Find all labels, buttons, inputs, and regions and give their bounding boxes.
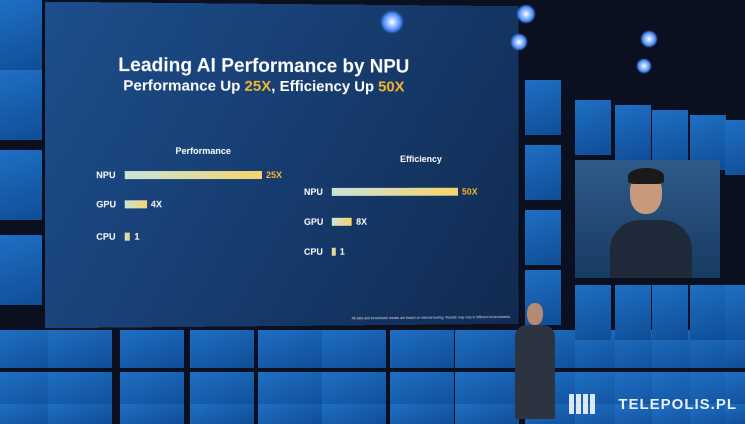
wall-panel bbox=[575, 100, 611, 155]
watermark-logo bbox=[569, 394, 595, 414]
wall-panel bbox=[525, 210, 561, 265]
bar-npu bbox=[125, 171, 262, 179]
chart-title: Efficiency bbox=[400, 154, 442, 164]
watermark: TELEPOLIS.PL bbox=[618, 396, 737, 413]
value-label: 50X bbox=[462, 187, 478, 197]
wall-panel bbox=[725, 120, 745, 175]
speaker-head bbox=[527, 303, 543, 325]
wall-panel bbox=[322, 404, 386, 424]
bar-npu bbox=[332, 188, 458, 196]
wall-panel bbox=[120, 404, 184, 424]
value-label: 1 bbox=[134, 232, 139, 242]
chart-title: Performance bbox=[175, 146, 230, 156]
category-label: NPU bbox=[304, 187, 323, 197]
wall-panel bbox=[120, 330, 184, 368]
wall-panel bbox=[0, 150, 42, 220]
footnote: All data and benchmark results are based… bbox=[352, 315, 511, 320]
stage-light bbox=[510, 33, 528, 51]
category-label: CPU bbox=[304, 247, 323, 257]
presenter-on-screen bbox=[610, 220, 692, 278]
wall-panel bbox=[455, 330, 519, 368]
stage-light bbox=[380, 10, 404, 34]
bar-cpu bbox=[332, 248, 336, 256]
stage-light bbox=[516, 4, 536, 24]
wall-panel bbox=[652, 285, 688, 340]
wall-panel bbox=[615, 285, 651, 340]
presenter-hair bbox=[628, 168, 664, 184]
slide-subtitle: Performance Up 25X, Efficiency Up 50X bbox=[24, 77, 499, 96]
subtitle-text: , Efficiency Up bbox=[271, 78, 378, 95]
presentation-slide: Leading AI Performance by NPU Performanc… bbox=[45, 2, 518, 328]
stage-light bbox=[640, 30, 658, 48]
category-label: GPU bbox=[304, 217, 323, 227]
wall-panel bbox=[652, 110, 688, 165]
wall-panel bbox=[190, 330, 254, 368]
wall-panel bbox=[525, 145, 561, 200]
wall-panel bbox=[258, 330, 322, 368]
wall-panel bbox=[690, 285, 726, 340]
category-label: GPU bbox=[96, 199, 116, 209]
wall-panel bbox=[190, 404, 254, 424]
wall-panel bbox=[48, 404, 112, 424]
wall-panel bbox=[390, 330, 454, 368]
stage-light bbox=[636, 58, 652, 74]
wall-panel bbox=[615, 105, 651, 160]
wall-panel bbox=[455, 404, 519, 424]
wall-panel bbox=[322, 330, 386, 368]
wall-panel bbox=[258, 404, 322, 424]
bar-gpu bbox=[125, 200, 147, 208]
value-label: 1 bbox=[340, 247, 345, 257]
wall-panel bbox=[725, 285, 745, 340]
category-label: CPU bbox=[96, 232, 115, 242]
wall-panel bbox=[525, 80, 561, 135]
bar-cpu bbox=[125, 233, 131, 241]
wall-panel bbox=[48, 330, 112, 368]
subtitle-perf: 25X bbox=[245, 78, 272, 95]
wall-panel bbox=[390, 404, 454, 424]
subtitle-text: Performance Up bbox=[123, 77, 244, 95]
value-label: 25X bbox=[266, 170, 282, 180]
category-label: NPU bbox=[96, 170, 115, 180]
slide-title: Leading AI Performance by NPU bbox=[24, 54, 499, 79]
wall-panel bbox=[575, 285, 611, 340]
wall-panel bbox=[0, 235, 42, 305]
value-label: 4X bbox=[151, 199, 162, 209]
value-label: 8X bbox=[356, 217, 367, 227]
subtitle-eff: 50X bbox=[378, 78, 404, 95]
bar-gpu bbox=[332, 218, 352, 226]
speaker-on-stage bbox=[515, 325, 555, 419]
